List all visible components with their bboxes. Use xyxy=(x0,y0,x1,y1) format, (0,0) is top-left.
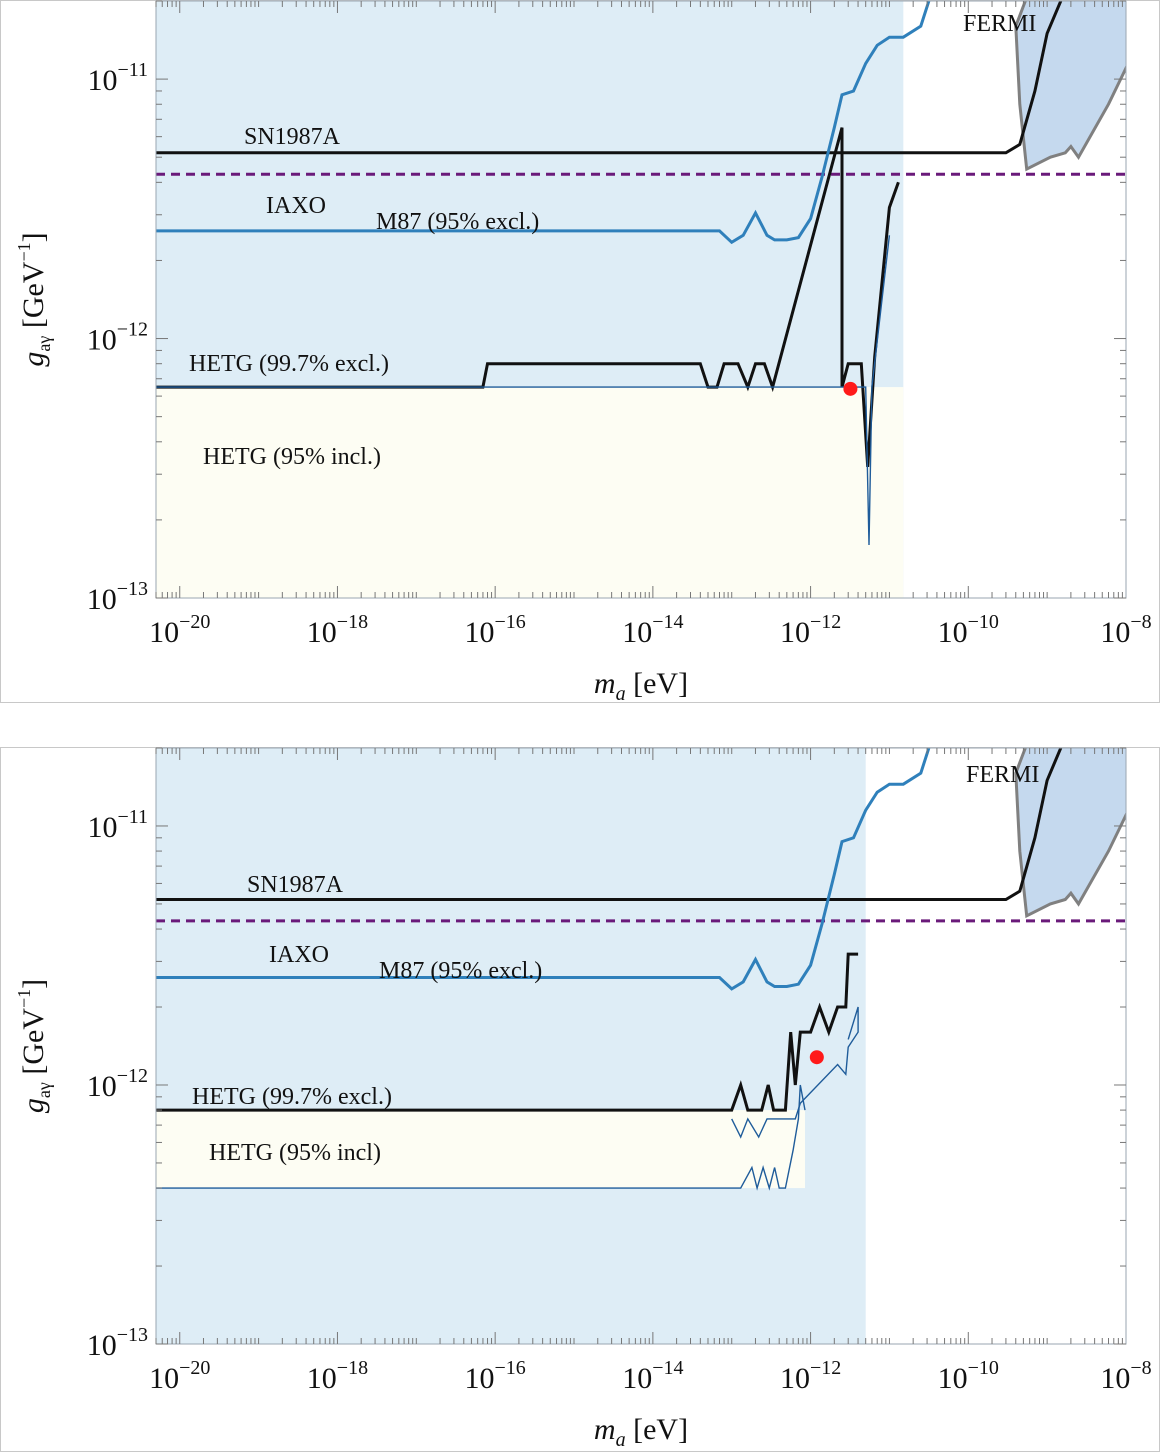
y-tick-label: 10−12 xyxy=(87,1065,148,1103)
series-hetg-incl-lower xyxy=(156,1084,806,1191)
label-hetg-excl: HETG (99.7% excl.) xyxy=(192,1084,392,1110)
series-hetg-incl-upper xyxy=(731,1006,859,1139)
x-tick-label: 10−20 xyxy=(149,611,210,649)
x-tick-label: 10−18 xyxy=(307,1357,368,1395)
label-iaxo: IAXO xyxy=(266,193,326,219)
series-sn1987a xyxy=(156,1,1063,155)
x-tick-label: 10−14 xyxy=(622,611,683,649)
y-tick-label: 10−11 xyxy=(87,59,148,97)
series-sn1987a xyxy=(156,748,1063,901)
x-tick-label: 10−12 xyxy=(780,611,841,649)
fermi-excluded-region xyxy=(1014,748,1126,919)
plot-area xyxy=(156,1,1126,598)
plot-area xyxy=(156,748,1126,1344)
label-sn1987a: SN1987A xyxy=(244,124,341,150)
series-hetg-excl xyxy=(156,952,859,1112)
x-tick-label: 10−20 xyxy=(149,1357,210,1395)
y-tick-label: 10−13 xyxy=(87,578,148,616)
label-m87: M87 (95% excl.) xyxy=(379,958,542,984)
label-hetg-incl: HETG (95% incl) xyxy=(209,1140,381,1166)
x-tick-label: 10−8 xyxy=(1100,1357,1151,1395)
chart-panel-top: 10−20 10−18 10−16 10−14 10−12 10−10 10−8 10−11 1… xyxy=(0,0,1160,705)
label-fermi: FERMI xyxy=(966,762,1039,788)
chart-top: 10−20 10−18 10−16 10−14 10−12 10−10 10−8 10−11 1… xyxy=(14,0,1152,705)
y-tick-label: 10−13 xyxy=(87,1324,148,1362)
x-tick-label: 10−10 xyxy=(938,1357,999,1395)
tick-marks xyxy=(155,0,1126,599)
tick-marks xyxy=(155,747,1126,1345)
x-tick-label: 10−14 xyxy=(622,1357,683,1395)
label-fermi: FERMI xyxy=(963,11,1036,37)
x-tick-label: 10−10 xyxy=(938,611,999,649)
x-axis-title: ma [eV] xyxy=(594,667,688,705)
series-m87 xyxy=(156,1,931,245)
y-axis-title: gaγ [GeV−1] xyxy=(14,979,54,1113)
y-tick-label: 10−12 xyxy=(87,319,148,357)
label-hetg-incl: HETG (95% incl.) xyxy=(203,444,381,470)
hetg-inclusion-region xyxy=(156,1110,806,1189)
x-axis-title: ma [eV] xyxy=(594,1413,688,1451)
hetg-inclusion-region xyxy=(156,387,904,598)
y-axis-title: gaγ [GeV−1] xyxy=(14,232,54,366)
series-m87 xyxy=(156,748,931,991)
x-tick-label: 10−16 xyxy=(465,611,526,649)
chart-bottom: 10−20 10−18 10−16 10−14 10−12 10−10 10−8 10−11 1… xyxy=(14,747,1152,1451)
x-tick-label: 10−16 xyxy=(465,1357,526,1395)
series-hetg-incl-upper xyxy=(156,235,891,546)
label-iaxo: IAXO xyxy=(269,942,329,968)
best-fit-point xyxy=(843,381,858,396)
x-tick-label: 10−18 xyxy=(307,611,368,649)
label-hetg-excl: HETG (99.7% excl.) xyxy=(189,351,389,377)
label-m87: M87 (95% excl.) xyxy=(376,209,539,235)
y-tick-label: 10−11 xyxy=(87,806,148,844)
x-tick-label: 10−12 xyxy=(780,1357,841,1395)
fermi-excluded-region xyxy=(1014,1,1126,172)
chart-panel-bottom: 10−20 10−18 10−16 10−14 10−12 10−10 10−8 10−11 1… xyxy=(0,747,1160,1452)
label-sn1987a: SN1987A xyxy=(247,872,344,898)
m87-excluded-region xyxy=(156,748,866,1344)
best-fit-point xyxy=(809,1050,824,1065)
x-tick-label: 10−8 xyxy=(1100,611,1151,649)
